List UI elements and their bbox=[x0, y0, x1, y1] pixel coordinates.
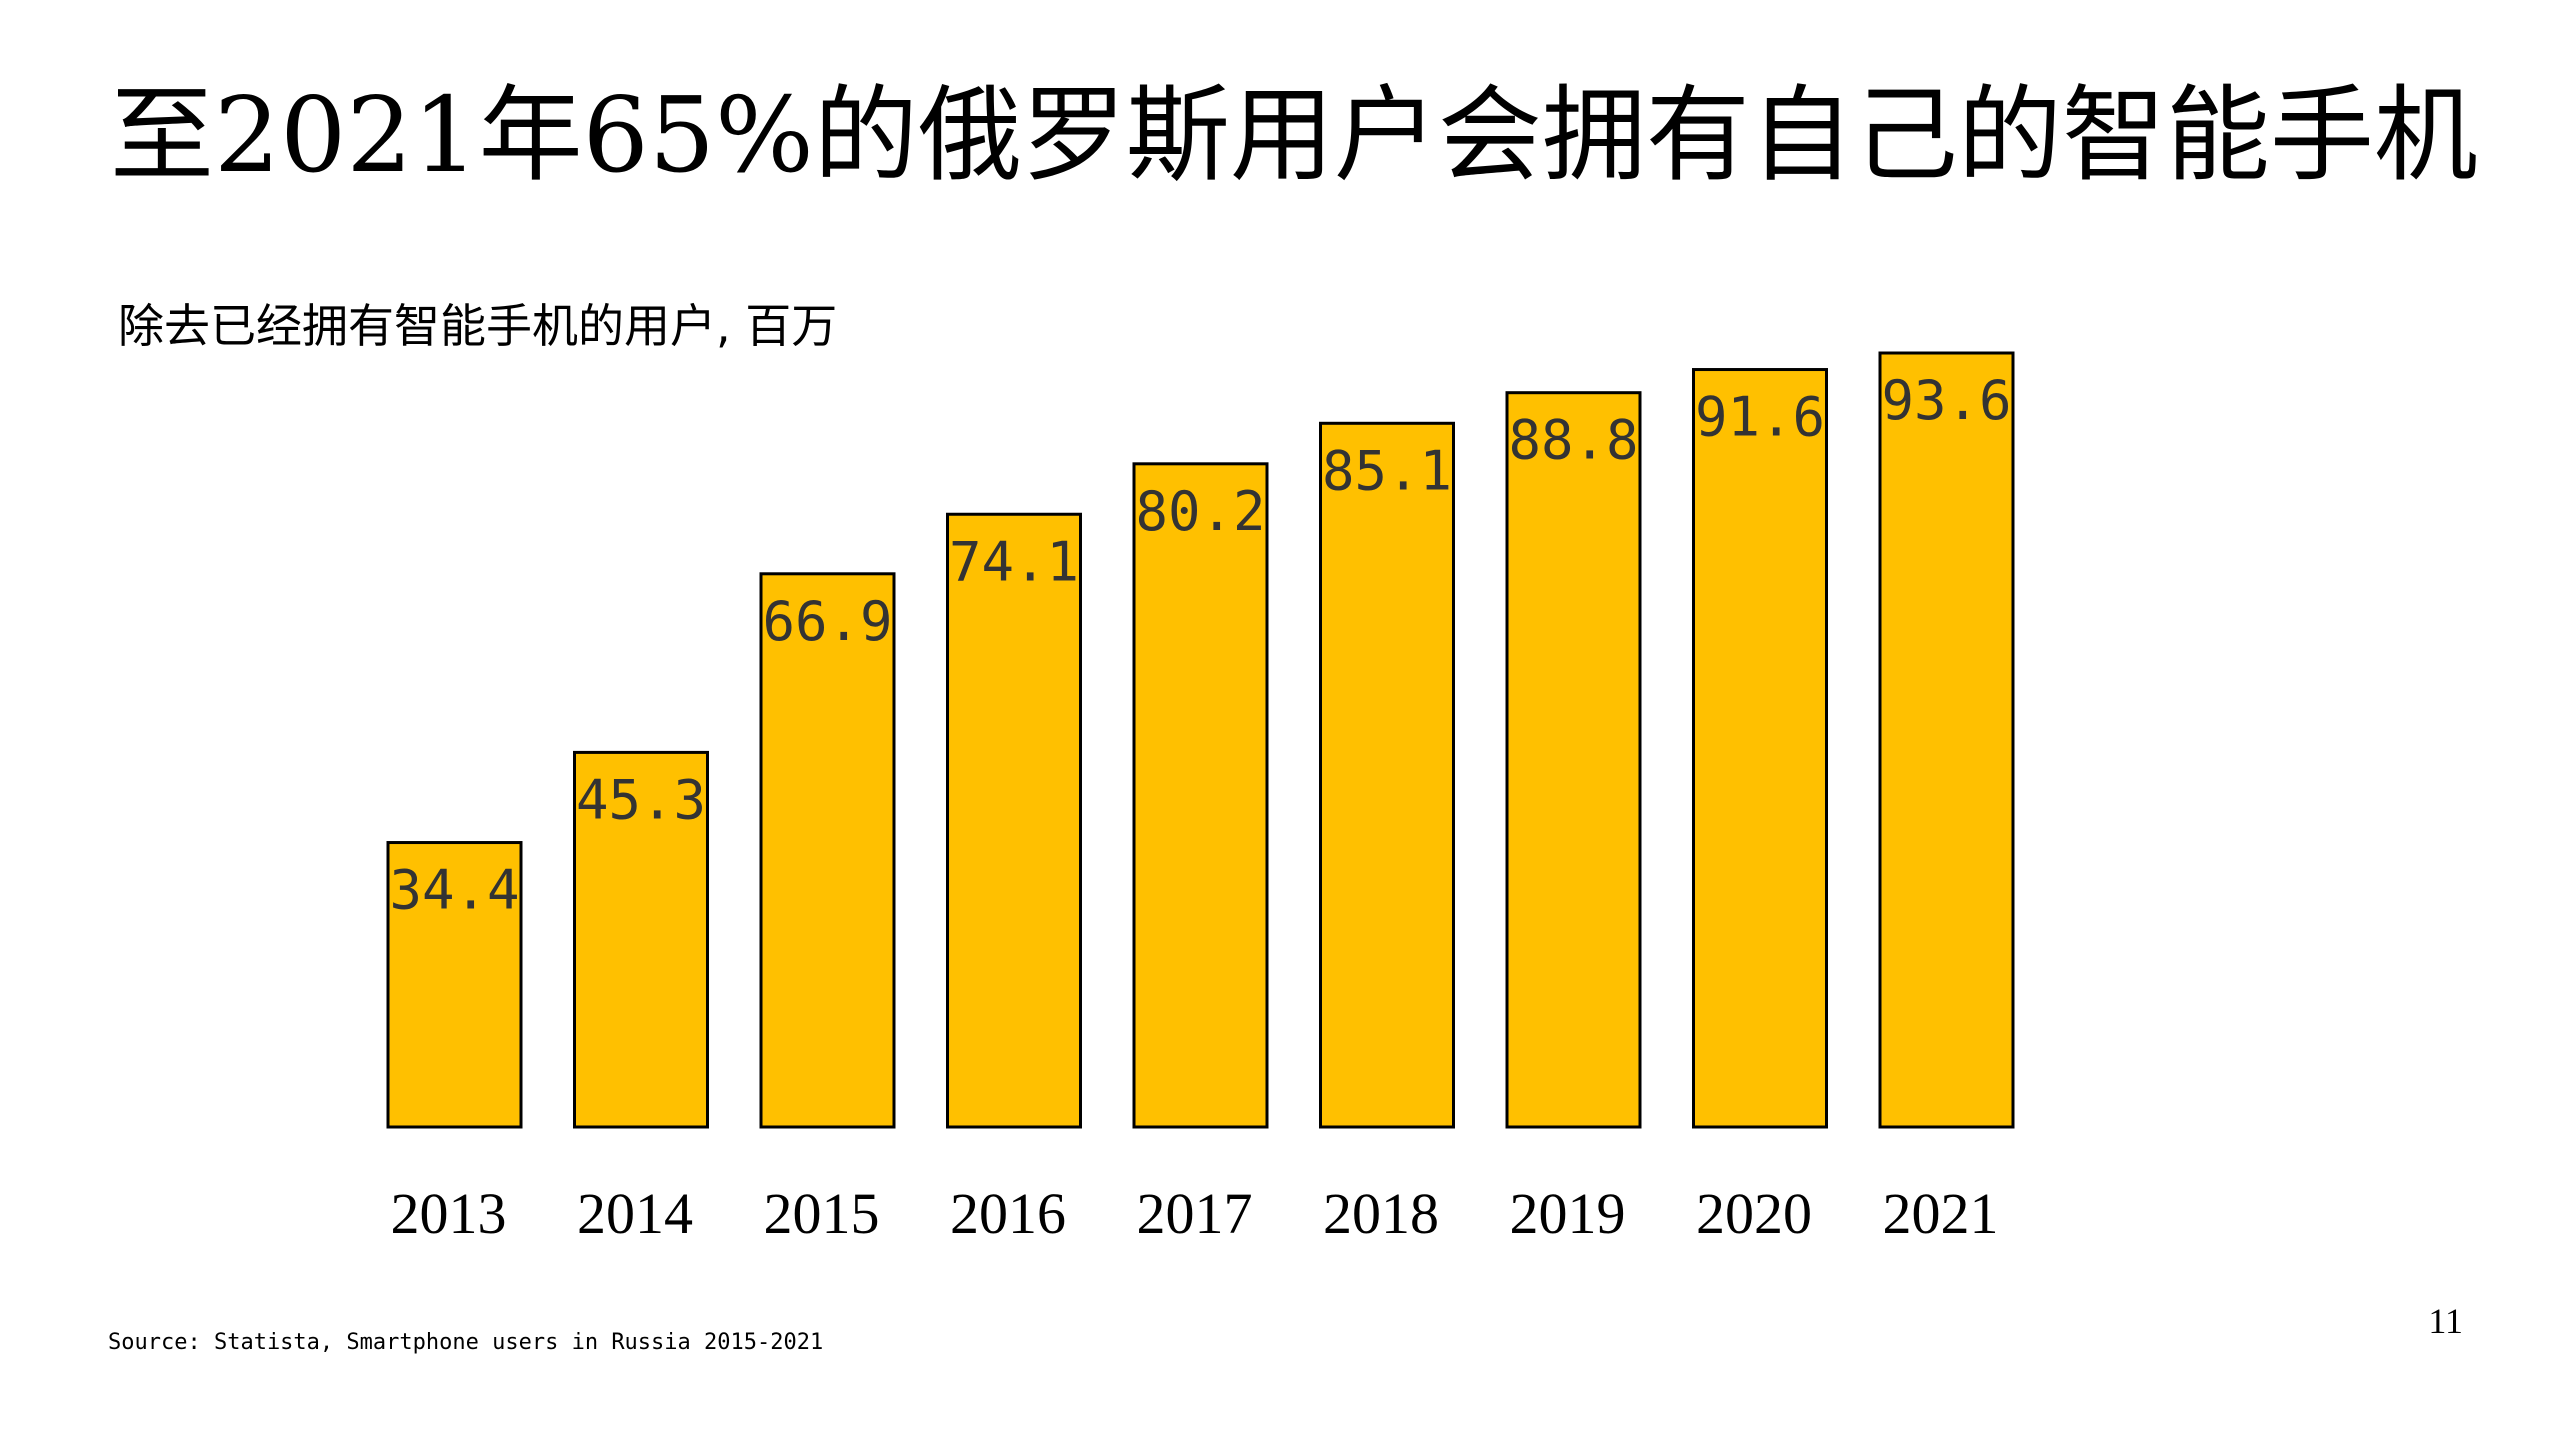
x-tick-label-2018: 2018 bbox=[1323, 1181, 1439, 1246]
data-label-2019: 88.8 bbox=[1508, 409, 1638, 472]
x-axis-tick-labels: 2013 2014 2015 2016 2017 2018 2019 2020 2021 bbox=[391, 1181, 1999, 1246]
data-label-2015: 66.9 bbox=[762, 590, 892, 653]
bar-2021 bbox=[1878, 351, 2015, 1129]
bar-2016 bbox=[946, 512, 1082, 1129]
x-tick-label-2019: 2019 bbox=[1510, 1181, 1626, 1246]
data-label-2020: 91.6 bbox=[1695, 386, 1825, 449]
slide-title: 至2021年65%的俄罗斯用户会拥有自己的智能手机 bbox=[110, 74, 2478, 196]
bar-2018 bbox=[1319, 421, 1455, 1129]
source-note: Source: Statista, Smartphone users in Ru… bbox=[108, 1330, 824, 1355]
data-label-2014: 45.3 bbox=[576, 768, 706, 831]
bar-2019 bbox=[1505, 391, 1642, 1129]
x-tick-label-2021: 2021 bbox=[1883, 1181, 1999, 1246]
data-labels-group: 34.4 45.3 66.9 74.1 80.2 85.1 88.8 91.6 93.6 bbox=[389, 369, 2011, 922]
data-label-2017: 80.2 bbox=[1135, 480, 1265, 543]
chart-subtitle: 除去已经拥有智能手机的用户, 百万 bbox=[118, 299, 838, 353]
page-number: 11 bbox=[2428, 1301, 2463, 1341]
x-tick-label-2013: 2013 bbox=[391, 1181, 507, 1246]
x-tick-label-2016: 2016 bbox=[950, 1181, 1066, 1246]
x-tick-label-2015: 2015 bbox=[764, 1181, 880, 1246]
bar-2013 bbox=[386, 841, 523, 1129]
bar-2014 bbox=[573, 750, 709, 1129]
bars-group bbox=[386, 351, 2015, 1129]
bar-2017 bbox=[1132, 462, 1269, 1129]
data-label-2021: 93.6 bbox=[1881, 369, 2011, 432]
x-tick-label-2014: 2014 bbox=[577, 1181, 693, 1246]
bar-2020 bbox=[1692, 368, 1828, 1129]
data-label-2018: 85.1 bbox=[1322, 439, 1452, 502]
x-tick-label-2020: 2020 bbox=[1696, 1181, 1812, 1246]
data-label-2013: 34.4 bbox=[389, 859, 519, 922]
bar-2015 bbox=[759, 572, 896, 1129]
x-tick-label-2017: 2017 bbox=[1137, 1181, 1253, 1246]
data-label-2016: 74.1 bbox=[949, 530, 1079, 593]
